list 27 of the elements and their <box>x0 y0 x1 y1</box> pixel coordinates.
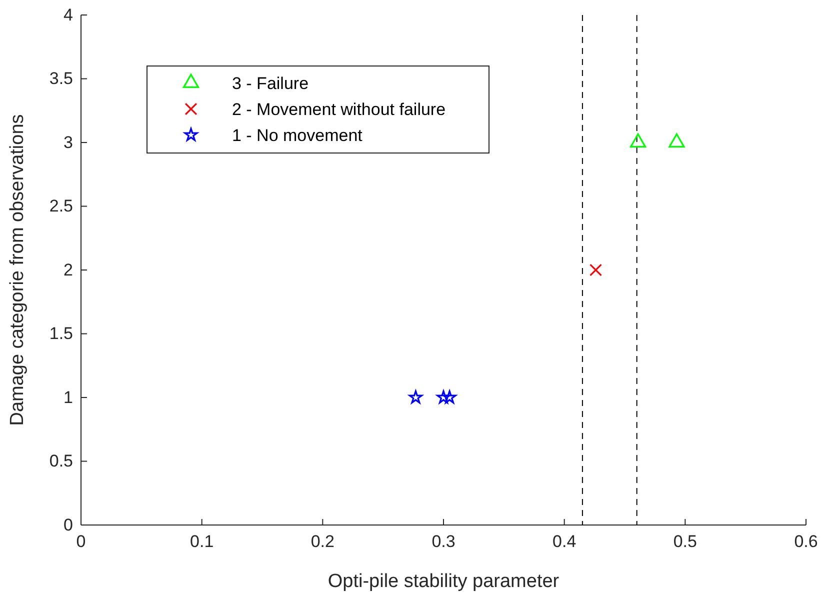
y-tick-label: 1.5 <box>49 324 73 344</box>
legend-label: 2 - Movement without failure <box>232 100 446 119</box>
y-axis-title: Damage categorie from observations <box>7 114 28 426</box>
y-tick-label: 4 <box>64 5 73 24</box>
x-tick-label: 0 <box>76 532 86 552</box>
y-tick-label: 3 <box>64 132 73 152</box>
y-tick-label: 3.5 <box>49 69 73 88</box>
x-tick-label: 0.6 <box>794 532 818 552</box>
point <box>630 133 646 148</box>
point <box>442 390 456 404</box>
y-tick-label: 1 <box>64 388 73 407</box>
y-tick-label: 0.5 <box>49 452 73 471</box>
y-tick-label: 2 <box>64 260 73 280</box>
point <box>436 390 450 404</box>
point <box>668 133 685 148</box>
x-tick-label: 0.5 <box>673 532 697 552</box>
x-tick-label: 0.3 <box>432 532 456 552</box>
x-axis-title: Opti-pile stability parameter <box>328 571 560 592</box>
point <box>408 390 423 404</box>
y-tick-label: 0 <box>64 515 73 534</box>
legend-label: 3 - Failure <box>232 74 309 93</box>
y-tick-label: 2.5 <box>49 196 73 216</box>
legend-label: 1 - No movement <box>232 126 363 145</box>
x-tick-label: 0.4 <box>552 532 576 552</box>
x-tick-label: 0.1 <box>190 532 214 552</box>
point <box>589 264 602 276</box>
x-tick-label: 0.2 <box>310 532 334 552</box>
